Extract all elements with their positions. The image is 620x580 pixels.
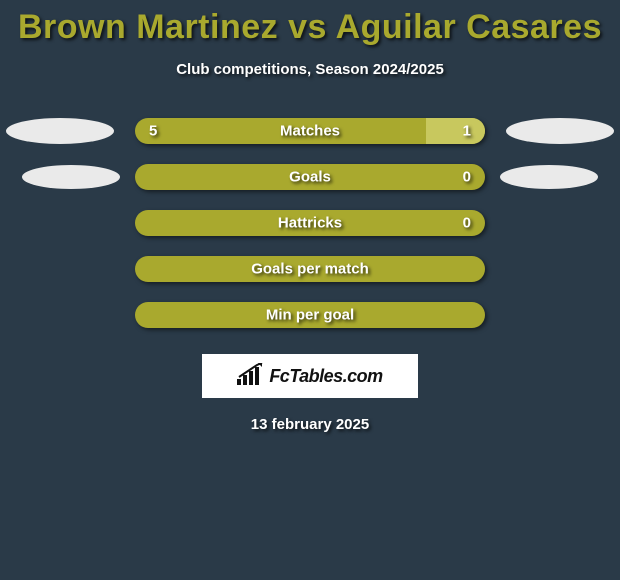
page-title: Brown Martinez vs Aguilar Casares: [0, 0, 620, 47]
stat-row: Min per goal: [0, 292, 620, 338]
stat-label: Matches: [280, 123, 340, 140]
stat-bar: Goals 0: [135, 164, 485, 190]
player-marker-left: [6, 118, 114, 144]
player-marker-right: [500, 165, 598, 189]
stat-bar-right-fill: [426, 118, 486, 144]
stat-value-right: 0: [463, 169, 471, 186]
logo-text: FcTables.com: [269, 366, 382, 387]
stat-bar: Matches 5 1: [135, 118, 485, 144]
stat-bar: Min per goal: [135, 302, 485, 328]
stat-value-left: 5: [149, 123, 157, 140]
bars-icon: [237, 363, 263, 390]
stat-row: Goals 0: [0, 154, 620, 200]
stat-row: Goals per match: [0, 246, 620, 292]
stats-rows: Matches 5 1 Goals 0 Hattricks 0 Goals per match…: [0, 108, 620, 338]
player-marker-right: [506, 118, 614, 144]
stat-row: Hattricks 0: [0, 200, 620, 246]
stat-row: Matches 5 1: [0, 108, 620, 154]
stat-bar: Goals per match: [135, 256, 485, 282]
stat-value-right: 1: [463, 123, 471, 140]
stat-label: Goals: [289, 169, 331, 186]
player-marker-left: [22, 165, 120, 189]
date-text: 13 february 2025: [0, 416, 620, 433]
subtitle: Club competitions, Season 2024/2025: [0, 61, 620, 78]
stat-label: Goals per match: [251, 261, 369, 278]
logo-box: FcTables.com: [202, 354, 418, 398]
stat-bar: Hattricks 0: [135, 210, 485, 236]
stat-label: Hattricks: [278, 215, 342, 232]
stat-label: Min per goal: [266, 307, 354, 324]
stat-value-right: 0: [463, 215, 471, 232]
